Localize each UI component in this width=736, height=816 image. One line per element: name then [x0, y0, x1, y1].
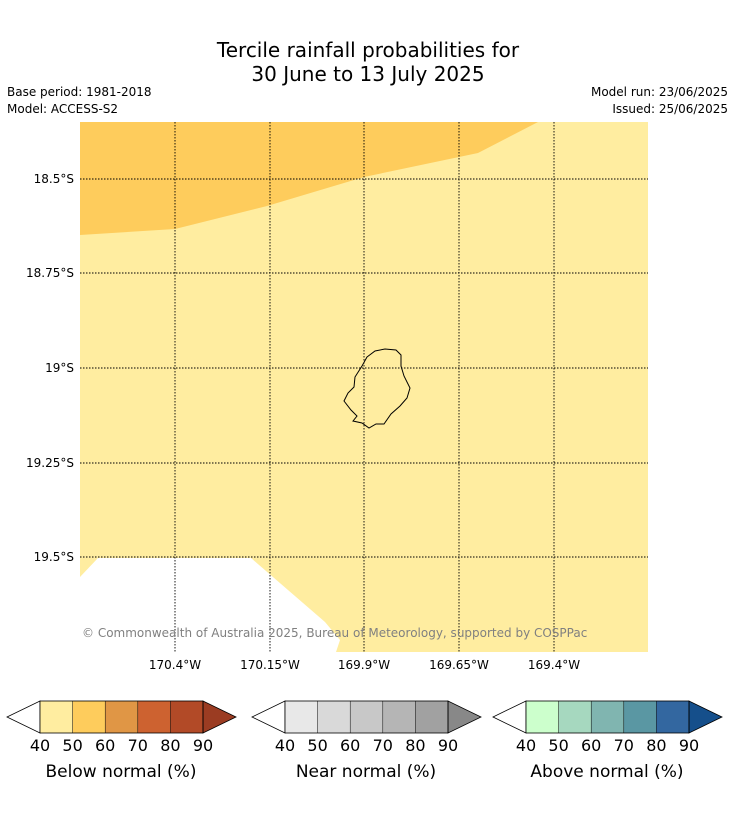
colorbar-tick-label: 60: [581, 736, 602, 755]
colorbar-segment: [623, 701, 657, 733]
colorbar-outline: [284, 700, 449, 734]
copyright-notice: © Commonwealth of Australia 2025, Bureau…: [82, 626, 588, 640]
meta-right: Model run: 23/06/2025 Issued: 25/06/2025: [591, 84, 728, 118]
colorbar-tick-label: 40: [515, 736, 537, 755]
colorbar-segment: [558, 701, 592, 733]
colorbar-tick-label: 40: [29, 736, 51, 755]
island-coastline: [343, 348, 411, 429]
below-normal-label: Below normal (%): [45, 762, 197, 782]
colorbar-tick-label: 60: [340, 736, 361, 755]
colorbar-tick-label: 70: [372, 736, 393, 755]
colorbar-extend-low: [251, 700, 286, 734]
lat-label: 19.25°S: [26, 456, 74, 470]
colorbar-segment: [415, 701, 448, 733]
colorbar-tick-label: 50: [548, 736, 569, 755]
colorbar-segment: [526, 701, 559, 733]
colorbar-extend-high: [688, 700, 723, 734]
colorbar-tick-label: 80: [160, 736, 181, 755]
issued-date: Issued: 25/06/2025: [612, 102, 728, 116]
colorbar-segment: [382, 701, 416, 733]
lat-label: 18.5°S: [33, 172, 74, 186]
lat-label: 18.75°S: [26, 266, 74, 280]
colorbar-segment: [350, 701, 383, 733]
below-normal-colorbar: [6, 700, 237, 734]
graticule: [80, 122, 648, 652]
colorbar-segment: [317, 701, 351, 733]
lon-label: 169.4°W: [527, 658, 581, 672]
colorbar-segment: [105, 701, 138, 733]
colorbar-outline: [525, 700, 690, 734]
above-normal-colorbar: [492, 700, 723, 734]
colorbar-tick-label: 70: [613, 736, 634, 755]
model-run: Model run: 23/06/2025: [590, 85, 728, 99]
colorbar-segment: [72, 701, 106, 733]
colorbar-extend-low: [6, 700, 41, 734]
lat-label: 19°S: [45, 361, 74, 375]
colorbar-tick-label: 90: [437, 736, 459, 755]
meta-left: Base period: 1981-2018 Model: ACCESS-S2: [7, 84, 152, 118]
colorbar-tick-label: 60: [95, 736, 116, 755]
near-normal-label: Near normal (%): [295, 762, 437, 782]
colorbar-segment: [40, 701, 73, 733]
colorbar-extend-low: [492, 700, 527, 734]
colorbar-segment: [656, 701, 689, 733]
colorbar-extend-high: [447, 700, 482, 734]
colorbar-outline: [39, 700, 204, 734]
lon-label: 169.9°W: [337, 658, 391, 672]
below-normal-60-region: [80, 122, 538, 235]
title-line-2: 30 June to 13 July 2025: [251, 62, 485, 86]
lon-label: 170.4°W: [148, 658, 202, 672]
colorbar-tick-label: 90: [192, 736, 214, 755]
colorbar-segment: [170, 701, 203, 733]
lat-label: 19.5°S: [33, 550, 74, 564]
lon-label: 170.15°W: [240, 658, 300, 672]
title-line-1: Tercile rainfall probabilities for: [216, 38, 520, 62]
model-name: Model: ACCESS-S2: [7, 102, 119, 116]
colorbar-tick-label: 40: [274, 736, 296, 755]
colorbar-tick-label: 50: [307, 736, 328, 755]
map-title: Tercile rainfall probabilities for 30 Ju…: [0, 38, 736, 86]
colorbar-tick-label: 70: [127, 736, 148, 755]
base-period: Base period: 1981-2018: [7, 85, 152, 99]
lon-label: 169.65°W: [429, 658, 489, 672]
colorbar-tick-label: 80: [405, 736, 426, 755]
colorbar-segment: [137, 701, 171, 733]
colorbar-segment: [285, 701, 318, 733]
colorbar-extend-high: [202, 700, 237, 734]
colorbar-segment: [591, 701, 624, 733]
colorbar-tick-label: 80: [646, 736, 667, 755]
colorbar-tick-label: 50: [62, 736, 83, 755]
near-normal-colorbar: [251, 700, 482, 734]
above-normal-label: Above normal (%): [530, 762, 684, 782]
colorbar-tick-label: 90: [678, 736, 700, 755]
